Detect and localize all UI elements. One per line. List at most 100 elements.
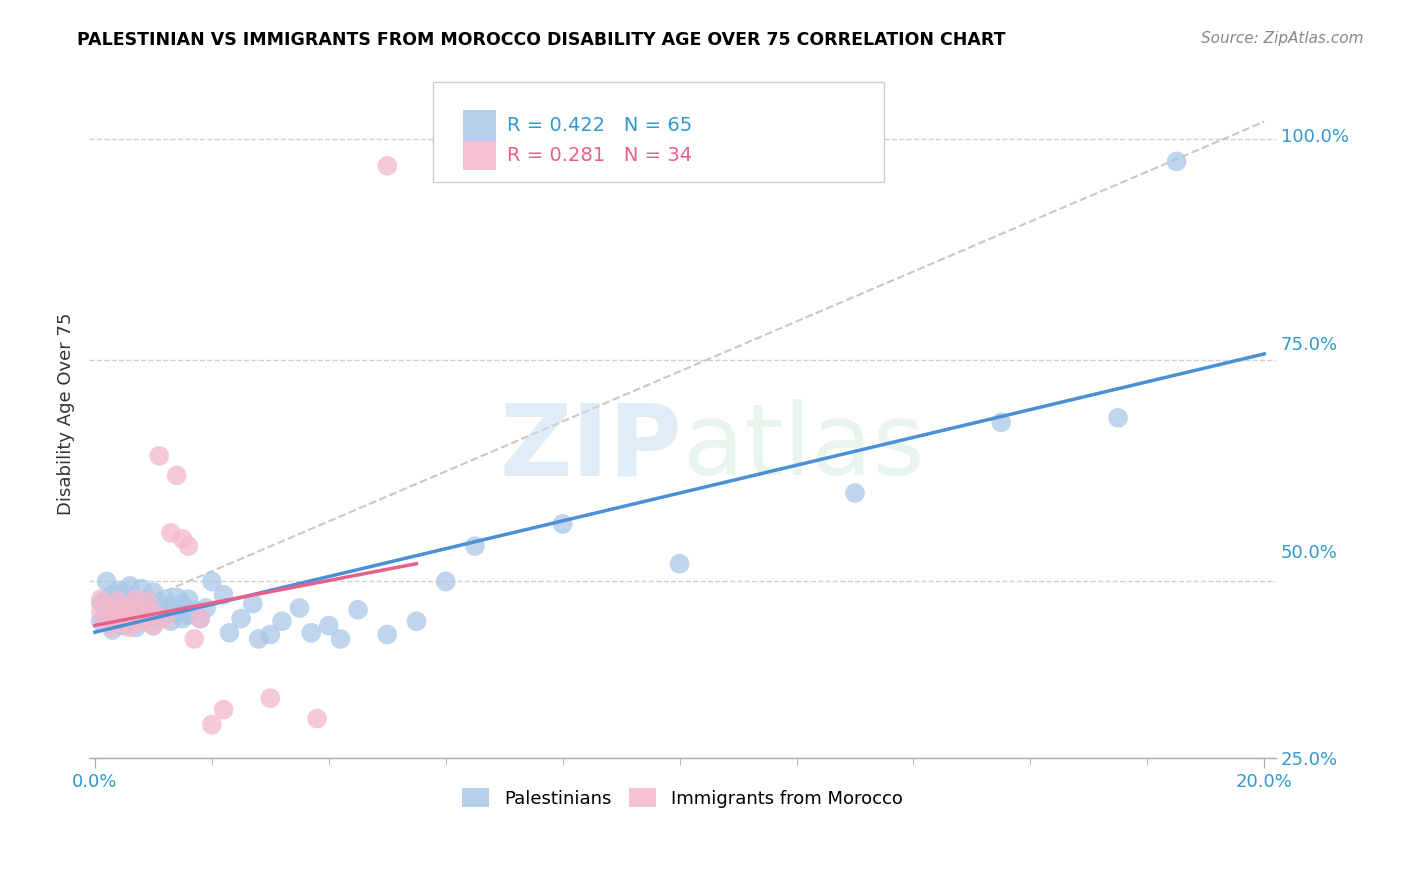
Point: [112, 601, 135, 615]
Point: [90, 597, 112, 611]
Point: [271, 614, 294, 628]
Point: [112, 618, 135, 632]
Point: [107, 610, 129, 624]
Point: [101, 606, 124, 620]
Text: R = 0.422   N = 65: R = 0.422 N = 65: [506, 116, 692, 135]
Point: [96, 614, 118, 628]
Point: [112, 614, 135, 628]
Point: [101, 620, 124, 634]
Point: [247, 855, 270, 870]
Point: [201, 717, 224, 731]
Point: [101, 623, 124, 637]
Point: [177, 539, 200, 553]
Point: [405, 614, 427, 628]
Point: [229, 815, 252, 830]
Point: [172, 612, 194, 626]
Point: [107, 614, 129, 628]
Point: [318, 618, 340, 632]
Point: [259, 627, 281, 641]
Point: [434, 574, 457, 589]
Point: [90, 614, 112, 628]
Point: [375, 159, 398, 173]
Point: [118, 594, 141, 608]
Point: [136, 594, 159, 608]
Point: [844, 486, 866, 500]
Point: [183, 603, 205, 617]
Point: [1166, 154, 1188, 169]
Point: [153, 612, 176, 626]
Point: [118, 620, 141, 634]
Point: [188, 612, 211, 626]
Point: [668, 557, 690, 571]
Point: [107, 583, 129, 598]
Point: [96, 599, 118, 614]
Point: [195, 601, 218, 615]
Point: [172, 532, 194, 546]
Point: [96, 610, 118, 624]
Point: [136, 608, 159, 623]
Point: [307, 712, 329, 726]
Point: [131, 582, 153, 596]
Point: [212, 588, 235, 602]
Point: [142, 618, 165, 632]
Point: [329, 632, 352, 646]
Text: atlas: atlas: [682, 400, 924, 497]
Point: [96, 574, 118, 589]
Point: [299, 625, 322, 640]
Point: [259, 691, 281, 706]
Point: [183, 632, 205, 646]
Text: Source: ZipAtlas.com: Source: ZipAtlas.com: [1201, 31, 1364, 46]
Point: [96, 592, 118, 607]
Point: [101, 606, 124, 620]
Point: [125, 599, 148, 614]
Point: [148, 612, 170, 626]
FancyBboxPatch shape: [433, 82, 884, 182]
Point: [118, 579, 141, 593]
FancyBboxPatch shape: [463, 110, 496, 141]
Point: [160, 599, 183, 614]
Point: [201, 574, 224, 589]
Point: [288, 601, 311, 615]
Point: [125, 603, 148, 617]
Point: [101, 588, 124, 602]
Point: [148, 449, 170, 463]
Point: [90, 592, 112, 607]
Point: [242, 597, 264, 611]
FancyBboxPatch shape: [463, 141, 496, 169]
Point: [142, 603, 165, 617]
Point: [172, 597, 194, 611]
Point: [131, 597, 153, 611]
Point: [125, 620, 148, 634]
Point: [166, 606, 188, 620]
Point: [188, 612, 211, 626]
Point: [90, 606, 112, 620]
Point: [177, 592, 200, 607]
Y-axis label: Disability Age Over 75: Disability Age Over 75: [58, 312, 75, 515]
Point: [160, 614, 183, 628]
Text: PALESTINIAN VS IMMIGRANTS FROM MOROCCO DISABILITY AGE OVER 75 CORRELATION CHART: PALESTINIAN VS IMMIGRANTS FROM MOROCCO D…: [77, 31, 1005, 49]
Point: [375, 627, 398, 641]
Point: [160, 525, 183, 540]
Point: [131, 614, 153, 628]
Point: [118, 610, 141, 624]
Point: [212, 703, 235, 717]
Point: [347, 603, 370, 617]
Point: [118, 608, 141, 623]
Point: [136, 592, 159, 607]
Point: [125, 592, 148, 607]
Point: [131, 614, 153, 628]
Point: [153, 608, 176, 623]
Point: [107, 594, 129, 608]
Point: [551, 516, 574, 531]
Text: R = 0.281   N = 34: R = 0.281 N = 34: [506, 146, 692, 165]
Point: [142, 618, 165, 632]
Point: [166, 468, 188, 483]
Point: [1107, 410, 1129, 425]
Point: [990, 415, 1012, 429]
Legend: Palestinians, Immigrants from Morocco: Palestinians, Immigrants from Morocco: [456, 781, 910, 815]
Point: [142, 585, 165, 599]
Text: ZIP: ZIP: [499, 400, 682, 497]
Point: [107, 601, 129, 615]
Point: [112, 585, 135, 599]
Point: [142, 606, 165, 620]
